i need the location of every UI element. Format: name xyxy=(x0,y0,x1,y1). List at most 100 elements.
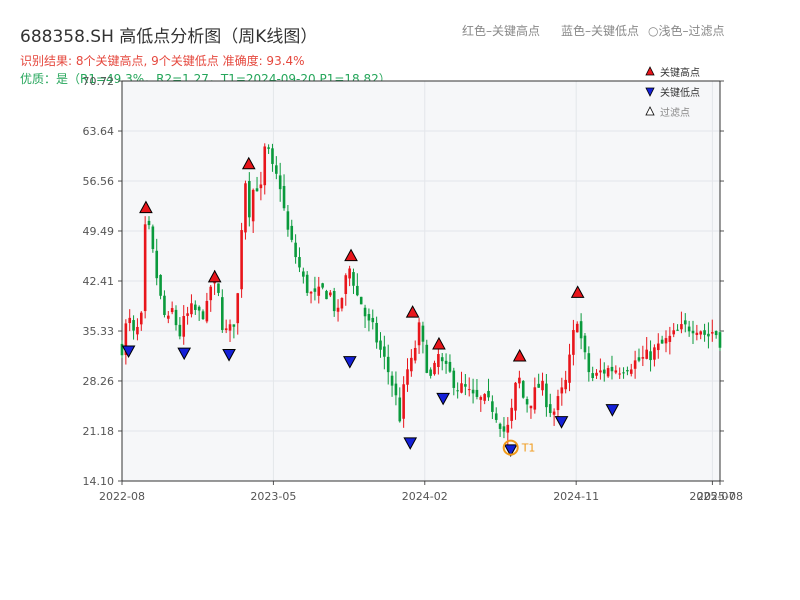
candle-body xyxy=(587,353,591,373)
candle-body xyxy=(267,147,270,149)
candle-body xyxy=(228,324,232,331)
key-low-marker xyxy=(342,356,357,369)
page-title: 688358.SH 高低点分析图（周K线图） xyxy=(20,27,318,47)
y-tick-label: 56.56 xyxy=(83,175,115,188)
candle-body xyxy=(699,331,703,335)
candle-body xyxy=(691,330,695,334)
candle-body xyxy=(190,303,193,315)
candle-body xyxy=(402,384,405,419)
candle-body xyxy=(614,370,618,373)
candle-body xyxy=(695,332,699,335)
candle-body xyxy=(498,423,502,429)
candle-body xyxy=(437,354,440,368)
candle-body xyxy=(240,230,243,290)
candle-body xyxy=(552,411,556,415)
candle-body xyxy=(618,373,621,375)
candle-body xyxy=(248,181,251,218)
t1-marker xyxy=(502,439,519,456)
candle-body xyxy=(151,226,155,250)
candle-body xyxy=(213,281,216,284)
candle-body xyxy=(259,184,263,189)
candle-body xyxy=(340,298,344,309)
x-tick-label: 2025-07 xyxy=(689,490,735,503)
candle-body xyxy=(290,225,294,240)
candle-body xyxy=(232,324,236,327)
candle-body xyxy=(533,387,537,410)
candle-body xyxy=(622,372,625,374)
candle-body xyxy=(271,148,274,164)
candle-body xyxy=(672,330,676,335)
candle-body xyxy=(363,307,367,317)
x-tick-label: 2025-08 xyxy=(697,490,743,503)
candle-body xyxy=(356,285,359,296)
candle-body xyxy=(128,317,132,324)
candle-body xyxy=(718,332,722,348)
candle-body xyxy=(687,326,691,332)
candle-body xyxy=(668,335,672,342)
candle-body xyxy=(170,308,174,313)
legend-marker xyxy=(645,106,655,116)
candle-body xyxy=(294,242,297,258)
candle-body xyxy=(456,390,459,392)
y-tick-label: 70.72 xyxy=(83,75,115,88)
candle-body xyxy=(120,343,124,356)
candle-body xyxy=(224,328,228,331)
candle-body xyxy=(560,387,564,394)
candle-body xyxy=(494,413,498,420)
candle-body xyxy=(379,340,382,350)
candle-body xyxy=(298,257,301,268)
candle-body xyxy=(575,323,579,333)
legend-label: 关键高点 xyxy=(660,66,700,79)
candle-body xyxy=(251,189,255,222)
candle-body xyxy=(139,312,143,325)
candle-body xyxy=(429,369,432,376)
candle-body xyxy=(205,300,209,322)
candle-body xyxy=(155,250,159,279)
candle-body xyxy=(514,382,517,411)
candle-body xyxy=(707,333,710,337)
legend-marker xyxy=(645,66,655,76)
candle-body xyxy=(398,397,402,422)
candle-body xyxy=(440,357,444,362)
candle-body xyxy=(653,347,656,360)
candle-body xyxy=(591,373,594,379)
key-low-marker xyxy=(121,345,136,359)
candle-body xyxy=(278,175,282,190)
x-tick-label: 2024-11 xyxy=(553,490,599,503)
candle-body xyxy=(595,372,598,376)
legend-hollow-text: ○浅色–过滤点 xyxy=(648,24,725,38)
candle-body xyxy=(344,275,348,295)
y-tick-label: 14.10 xyxy=(83,475,115,488)
candle-body xyxy=(371,317,375,323)
candle-body xyxy=(275,165,278,174)
t1-label: T1 xyxy=(521,442,536,455)
candle-body xyxy=(178,324,182,337)
candle-body xyxy=(413,347,417,361)
candle-body xyxy=(545,383,548,408)
key-high-marker xyxy=(207,269,222,283)
candle-body xyxy=(606,368,610,377)
candle-body xyxy=(464,384,467,387)
candle-body xyxy=(460,383,463,393)
candle-body xyxy=(680,324,683,330)
candle-body xyxy=(626,370,629,372)
y-tick-label: 63.64 xyxy=(83,125,115,138)
candle-body xyxy=(390,375,394,386)
candle-body xyxy=(309,291,313,294)
y-tick-label: 21.18 xyxy=(83,425,115,438)
candle-body xyxy=(541,380,544,391)
candle-body xyxy=(209,286,213,301)
x-tick-label: 2023-05 xyxy=(250,490,296,503)
candle-body xyxy=(645,349,648,359)
candle-body xyxy=(194,304,197,310)
candle-body xyxy=(649,351,652,361)
candle-body xyxy=(525,399,529,405)
candle-body xyxy=(124,323,128,355)
candle-body xyxy=(487,390,490,398)
candle-body xyxy=(166,315,170,319)
candle-body xyxy=(132,320,135,331)
candle-body xyxy=(556,396,560,411)
candle-body xyxy=(329,292,332,296)
key-low-marker xyxy=(403,437,418,450)
candle-body xyxy=(302,271,305,277)
